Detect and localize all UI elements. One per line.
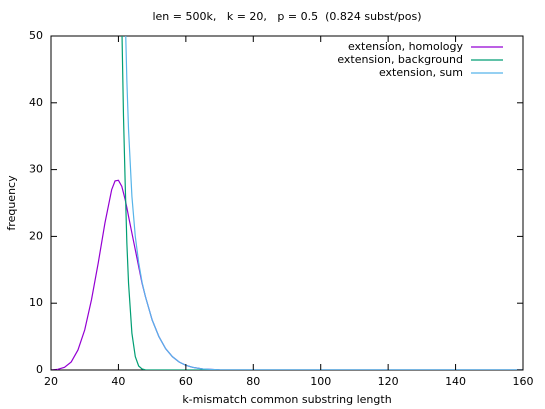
x-axis-label: k-mismatch common substring length: [182, 393, 391, 406]
x-tick-label: 60: [179, 375, 193, 388]
x-tick-label: 80: [246, 375, 260, 388]
x-tick-label: 120: [378, 375, 399, 388]
series-line: [125, 36, 523, 370]
plot-border: [50, 35, 524, 371]
y-tick-label: 30: [29, 163, 43, 176]
series-line: [51, 179, 523, 370]
y-tick-label: 20: [29, 229, 43, 242]
plot-area: [51, 36, 523, 370]
legend-label: extension, homology: [348, 40, 464, 53]
legend-label: extension, background: [337, 53, 463, 66]
legend-label: extension, sum: [379, 66, 463, 79]
x-tick-label: 40: [111, 375, 125, 388]
x-tick-label: 140: [445, 375, 466, 388]
y-axis-label: frequency: [5, 175, 18, 231]
y-tick-label: 0: [36, 363, 43, 376]
x-tick-label: 20: [44, 375, 58, 388]
x-tick-label: 100: [310, 375, 331, 388]
series-line: [121, 36, 523, 370]
y-tick-label: 10: [29, 296, 43, 309]
x-tick-label: 160: [513, 375, 534, 388]
y-tick-label: 40: [29, 96, 43, 109]
chart-title: len = 500k, k = 20, p = 0.5 (0.824 subst…: [152, 10, 421, 23]
y-tick-label: 50: [29, 29, 43, 42]
